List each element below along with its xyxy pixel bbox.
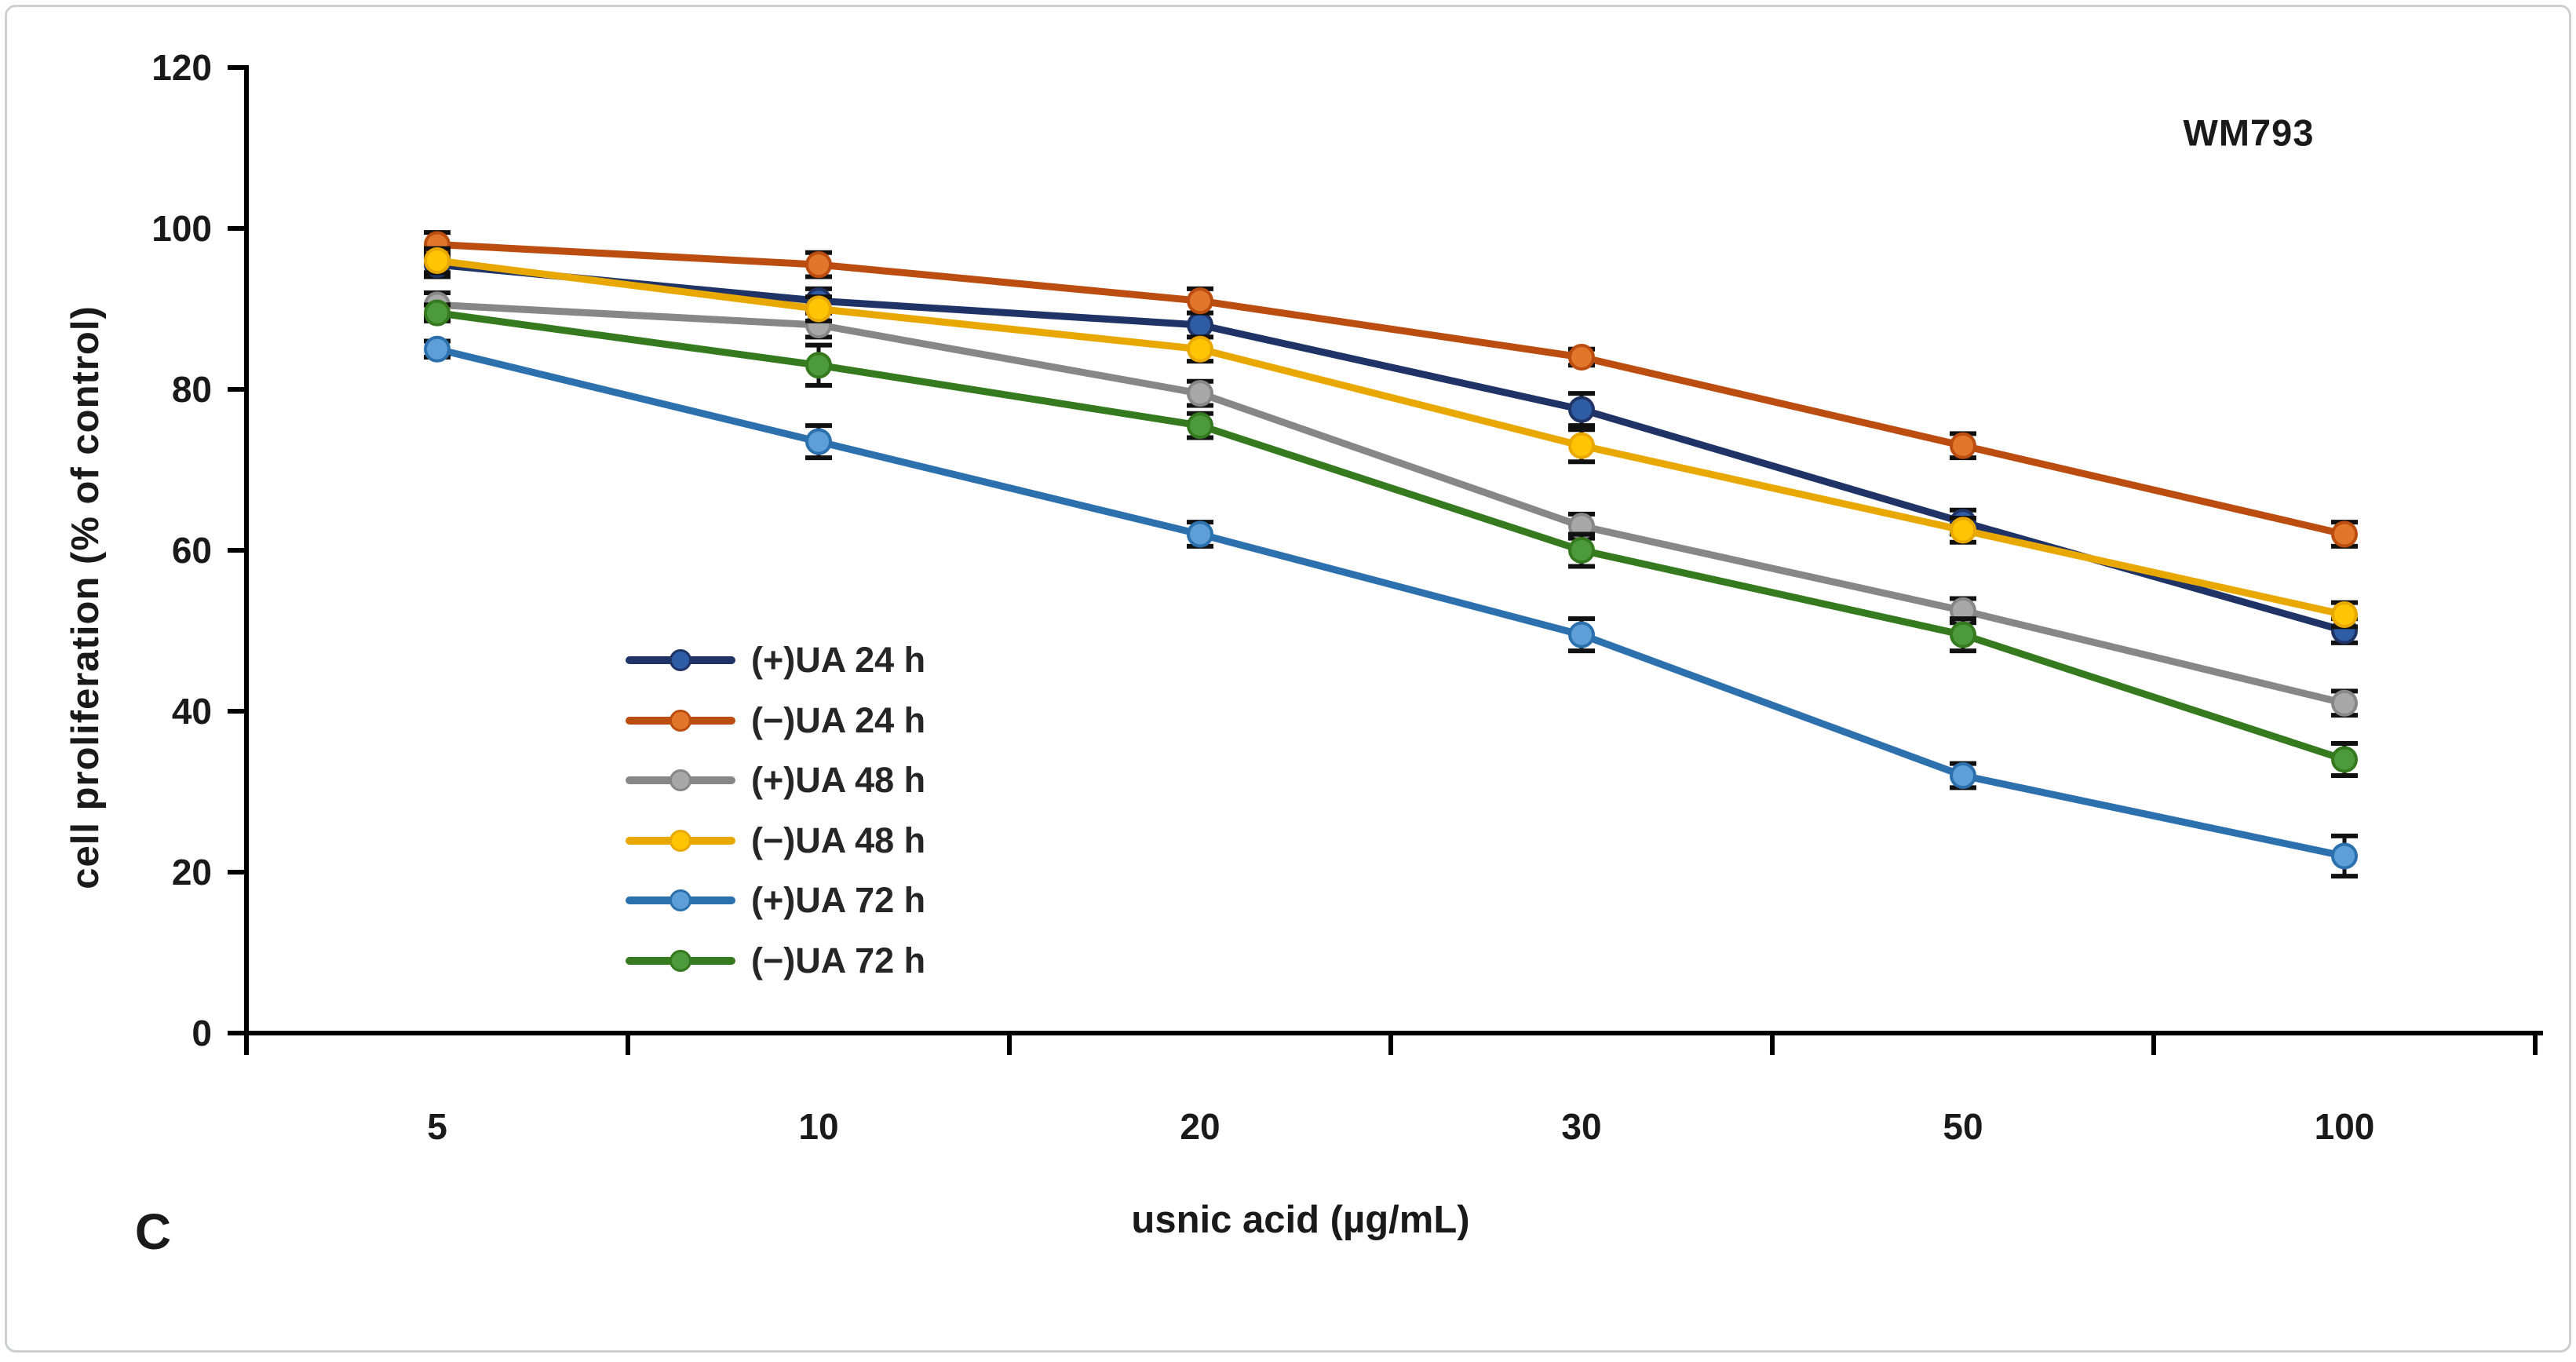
data-point-marker [1187, 380, 1213, 407]
legend-label: (+)UA 48 h [751, 760, 926, 801]
x-axis-title: usnic acid (µg/mL) [1131, 1199, 1470, 1241]
data-point-marker [805, 251, 832, 279]
y-tick-label: 100 [151, 208, 212, 249]
legend-swatch-icon [626, 647, 735, 674]
panel-label: C [134, 1203, 172, 1260]
data-point-marker [1950, 621, 1976, 648]
data-point-marker [805, 295, 832, 323]
data-point-marker [1950, 432, 1976, 459]
data-point-marker [1187, 287, 1213, 315]
data-point-marker [1568, 344, 1595, 371]
legend-marker-icon [670, 649, 691, 672]
legend-item: (+)UA 24 h [626, 630, 925, 691]
series-(−)UA 48 h [424, 246, 2358, 630]
data-point-marker [1187, 335, 1213, 363]
x-tick-label: 100 [2315, 1106, 2375, 1147]
data-point-marker [2331, 520, 2358, 548]
legend-label: (+)UA 72 h [751, 880, 926, 921]
data-point-marker [2331, 842, 2358, 870]
data-point-marker [2331, 689, 2358, 717]
data-point-marker [1568, 432, 1595, 459]
series-(−)UA 72 h [424, 299, 2358, 778]
data-point-marker [805, 428, 832, 455]
y-tick-label: 80 [172, 369, 212, 410]
legend-marker-icon [670, 889, 691, 912]
legend-swatch-icon [626, 767, 735, 794]
data-point-marker [424, 335, 451, 363]
legend-item: (−)UA 24 h [626, 691, 925, 751]
data-point-marker [1568, 537, 1595, 564]
chart-canvas: 0 20 40 60 80 100 120 5 10 20 30 50 100 [151, 47, 2543, 1147]
y-tick-label: 120 [151, 47, 212, 88]
chart-legend: (+)UA 24 h (−)UA 24 h (+)UA 48 h (−)UA 48 h… [626, 630, 925, 991]
data-point-marker [1950, 762, 1976, 789]
legend-item: (−)UA 72 h [626, 931, 925, 991]
legend-swatch-icon [626, 948, 735, 974]
legend-label: (+)UA 24 h [751, 640, 926, 681]
y-axis-title: cell proliferation (% of control) [64, 305, 107, 889]
series-line [433, 309, 2348, 763]
data-point-marker [1568, 396, 1595, 423]
legend-marker-icon [670, 709, 691, 732]
data-point-marker [1187, 412, 1213, 440]
legend-marker-icon [670, 829, 691, 852]
x-tick-label: 30 [1561, 1106, 1601, 1147]
data-point-marker [1187, 312, 1213, 338]
series-(−)UA 24 h [424, 230, 2358, 549]
data-point-marker [805, 352, 832, 379]
x-tick-label: 50 [1943, 1106, 1983, 1147]
legend-marker-icon [670, 769, 691, 792]
legend-swatch-icon [626, 827, 735, 854]
series-(+)UA 72 h [424, 335, 2358, 879]
legend-item: (−)UA 48 h [626, 811, 925, 871]
y-tick-label: 20 [172, 852, 212, 893]
y-tick-label: 60 [172, 530, 212, 571]
y-tick-label: 0 [192, 1013, 212, 1053]
cell-line-title: WM793 [2183, 111, 2315, 154]
series-line [433, 261, 2348, 634]
legend-label: (−)UA 72 h [751, 940, 926, 980]
x-tick-label: 10 [798, 1106, 838, 1147]
data-point-marker [1568, 621, 1595, 648]
series-line [433, 241, 2348, 538]
data-point-marker [424, 299, 451, 327]
legend-label: (−)UA 24 h [751, 699, 926, 740]
y-tick-label: 40 [172, 691, 212, 732]
series-line [433, 257, 2348, 619]
x-tick-label: 5 [427, 1106, 447, 1147]
data-point-marker [1950, 517, 1976, 544]
legend-marker-icon [670, 949, 691, 972]
data-point-marker [1187, 520, 1213, 548]
series-line [433, 345, 2348, 860]
chart-figure: 0 20 40 60 80 100 120 5 10 20 30 50 100 cell prolife… [5, 5, 2571, 1353]
data-point-marker [2331, 601, 2358, 628]
legend-swatch-icon [626, 707, 735, 734]
series-line [433, 301, 2348, 707]
data-point-marker [2331, 746, 2358, 773]
data-point-marker [424, 247, 451, 274]
legend-label: (−)UA 48 h [751, 820, 926, 860]
x-tick-label: 20 [1180, 1106, 1220, 1147]
legend-swatch-icon [626, 887, 735, 914]
legend-item: (+)UA 72 h [626, 871, 925, 931]
axes: 0 20 40 60 80 100 120 5 10 20 30 50 100 [151, 47, 2543, 1147]
legend-item: (+)UA 48 h [626, 750, 925, 811]
